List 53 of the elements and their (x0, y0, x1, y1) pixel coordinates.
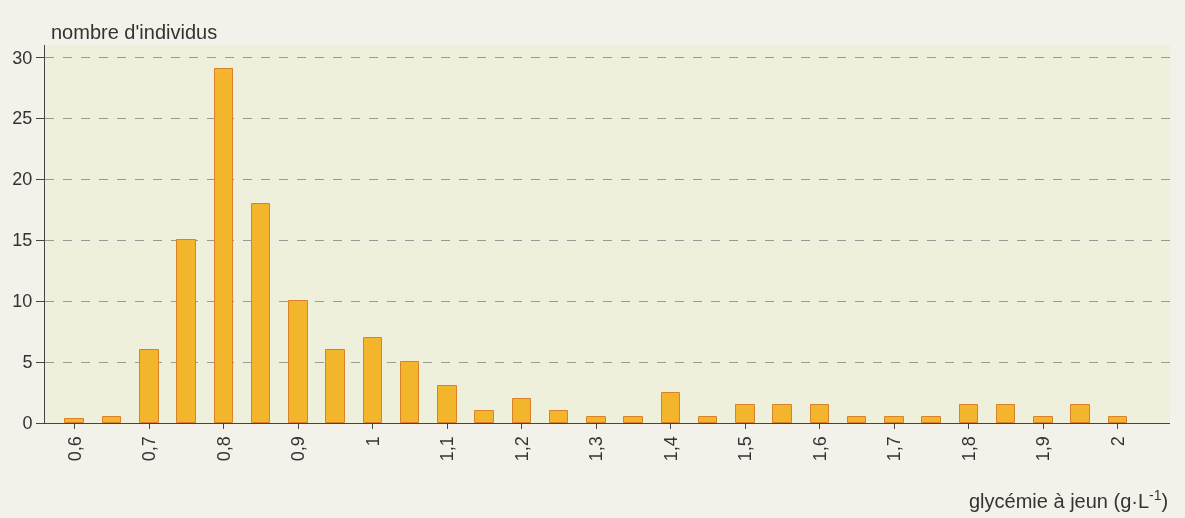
y-tick-label: 0 (22, 413, 33, 434)
bar (325, 349, 345, 423)
bar (512, 398, 531, 423)
bar (661, 392, 680, 423)
y-tick-label: 25 (12, 108, 33, 129)
bar (1070, 404, 1090, 423)
x-tick-label: 0,8 (213, 436, 234, 462)
bar (1033, 416, 1053, 423)
bar (1108, 416, 1127, 423)
x-tick-label: 0,9 (288, 436, 309, 462)
x-axis-title: glycémie à jeun (g·L$^{-1}$) (969, 487, 1169, 513)
y-tick-label: 15 (12, 230, 33, 251)
y-tick-label: 5 (22, 352, 33, 373)
bar (959, 404, 978, 423)
x-tick-label: 1,6 (809, 436, 830, 462)
x-tick-label: 0,7 (139, 436, 160, 462)
x-tick-label: 1,7 (884, 436, 905, 462)
bar (623, 416, 643, 423)
bar (586, 416, 606, 423)
bar (102, 416, 121, 423)
bar (698, 416, 717, 423)
x-tick-label: 1,2 (511, 436, 532, 462)
bar (772, 404, 792, 423)
bar (847, 416, 866, 423)
x-tick-label: 1 (362, 436, 383, 447)
x-tick-label: 1,8 (958, 436, 979, 462)
bar (176, 239, 196, 423)
bar (139, 349, 159, 423)
bar (884, 416, 904, 423)
bar (996, 404, 1015, 423)
bar (400, 361, 419, 423)
x-tick-label: 1,9 (1033, 436, 1054, 462)
bar (735, 404, 755, 423)
bar (251, 203, 270, 423)
y-tick-label: 10 (12, 291, 33, 312)
bar (921, 416, 941, 423)
bar (474, 410, 494, 423)
y-tick-label: 20 (12, 169, 33, 190)
x-tick-label: 1,3 (586, 436, 607, 462)
bar (437, 385, 457, 423)
y-axis-title: nombre d'individus (51, 21, 218, 43)
x-tick-label: 2 (1107, 436, 1128, 447)
bar (214, 68, 233, 423)
bar (64, 418, 84, 423)
y-tick-label: 30 (12, 47, 33, 68)
x-tick-label: 1,4 (660, 436, 681, 462)
x-tick-label: 0,6 (64, 436, 85, 462)
bar (810, 404, 829, 423)
bar (549, 410, 568, 423)
x-tick-label: 1,5 (735, 436, 756, 462)
bar (363, 337, 382, 423)
bar (288, 300, 308, 423)
x-tick-label: 1,1 (437, 436, 458, 462)
